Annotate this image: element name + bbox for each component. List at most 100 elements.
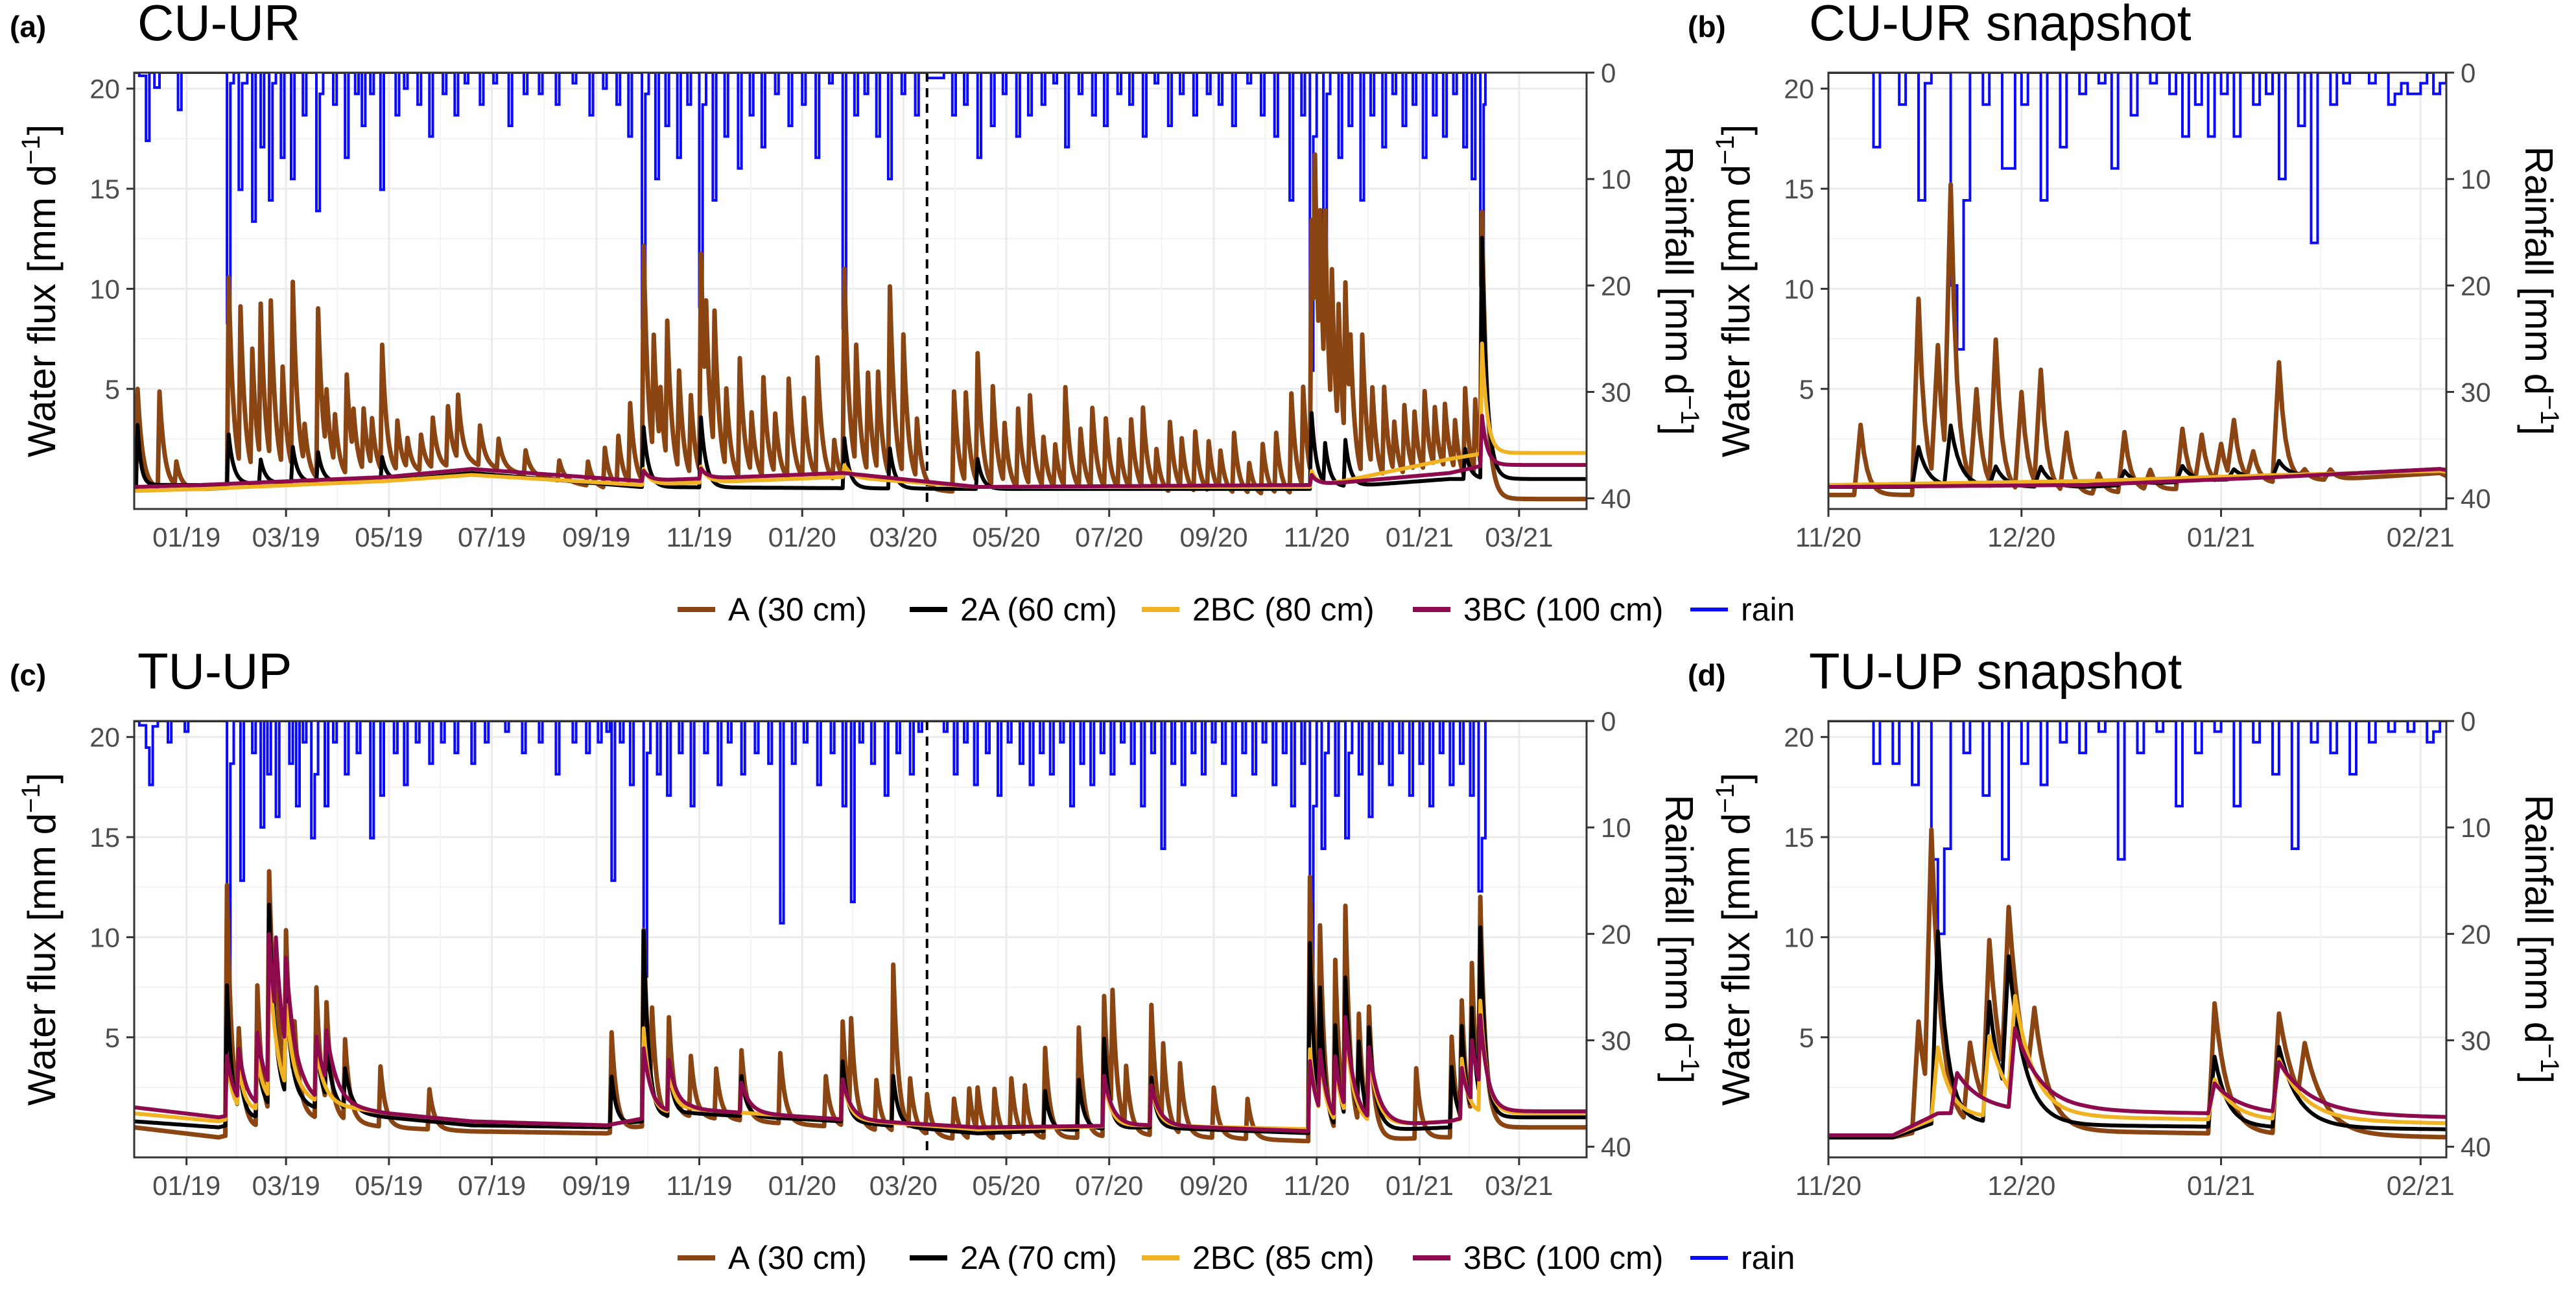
y2-tick-label: 30 xyxy=(1601,377,1631,407)
y-axis-title-close: ] xyxy=(20,773,64,784)
x-tick-label: 03/19 xyxy=(252,522,320,552)
y2-tick-label: 40 xyxy=(2461,484,2491,514)
y2-tick-label: 0 xyxy=(1601,58,1616,88)
y2-tick-label: 40 xyxy=(1601,484,1631,514)
y2-axis-title-text: Rainfall [mm d xyxy=(1657,795,1701,1043)
y2-axis-title-exponent: −1 xyxy=(2535,1043,2564,1073)
y2-tick-label: 20 xyxy=(1601,919,1631,949)
panel-d: (d) TU-UP snapshot 5 10 15 20 0 10 20 30 40 11/20 12… xyxy=(1688,643,2564,1201)
y2-axis-title-exponent: −1 xyxy=(2535,395,2564,425)
panel-border xyxy=(133,720,1588,1159)
series-line xyxy=(134,414,1587,489)
series-line xyxy=(1828,929,2446,1140)
y2-axis-title: Rainfall [mm d−1] xyxy=(1657,795,1704,1084)
legend: A (30 cm) 2A (60 cm) 2BC (80 cm) 3BC (100 c… xyxy=(678,591,1795,628)
y2-axis-title-close: ] xyxy=(1657,425,1701,436)
y2-axis-title-text: Rainfall [mm d xyxy=(2517,147,2560,395)
x-tick-label: 11/20 xyxy=(1284,1170,1350,1201)
x-tick-label: 07/20 xyxy=(1075,522,1143,552)
y2-tick-label: 20 xyxy=(2461,919,2491,949)
x-tick-label: 09/20 xyxy=(1179,522,1247,552)
y2-axis-title-text: Rainfall [mm d xyxy=(1657,147,1701,395)
legend: A (30 cm) 2A (70 cm) 2BC (85 cm) 3BC (100 c… xyxy=(678,1240,1795,1276)
rain-series xyxy=(1828,721,2446,936)
series-line xyxy=(1828,994,2446,1137)
y2-tick-label: 10 xyxy=(1601,812,1631,843)
legend-label: rain xyxy=(1741,1240,1795,1276)
y-axis-title-exponent: −1 xyxy=(1711,783,1740,813)
y2-tick-label: 0 xyxy=(2461,706,2476,737)
y2-axis-title-exponent: −1 xyxy=(1675,395,1704,425)
rain-series xyxy=(134,73,1487,372)
legend-label: 3BC (100 cm) xyxy=(1463,1240,1663,1276)
y2-axis-title: Rainfall [mm d−1] xyxy=(2517,147,2564,436)
x-tick-label: 03/20 xyxy=(869,522,938,552)
panel-title: TU-UP xyxy=(137,643,292,700)
x-tick-label: 12/20 xyxy=(1987,522,2055,552)
y-tick-label: 5 xyxy=(1799,374,1814,405)
x-tick-label: 01/19 xyxy=(152,1170,220,1201)
y-axis-title: Water flux [mm d−1] xyxy=(1711,124,1758,457)
y-tick-label: 10 xyxy=(89,922,120,952)
y2-axis-title-exponent: −1 xyxy=(1675,1043,1704,1073)
x-tick-label: 09/20 xyxy=(1179,1170,1247,1201)
y-axis-title: Water flux [mm d−1] xyxy=(17,124,64,457)
panel-tag: (b) xyxy=(1688,10,1726,43)
y-axis-title-text: Water flux [mm d xyxy=(20,813,64,1106)
y-axis-title-close: ] xyxy=(20,124,64,136)
y-axis-title-text: Water flux [mm d xyxy=(1714,813,1758,1106)
y-tick-label: 5 xyxy=(105,1023,120,1053)
y-axis-title: Water flux [mm d−1] xyxy=(17,773,64,1106)
y-tick-label: 20 xyxy=(1784,74,1814,104)
y2-tick-label: 30 xyxy=(1601,1025,1631,1056)
panel-border xyxy=(1827,720,2448,1159)
x-tick-label: 03/20 xyxy=(869,1170,938,1201)
panel-a: (a) CU-UR 5 10 15 20 0 10 20 30 40 01/19 03/19 05/19 0… xyxy=(10,0,1704,552)
y-tick-label: 20 xyxy=(1784,722,1814,753)
x-tick-label: 07/19 xyxy=(458,522,526,552)
y2-tick-label: 0 xyxy=(2461,58,2476,88)
panel-b: (b) CU-UR snapshot 5 10 15 20 0 10 20 30 40 11/20 12… xyxy=(1688,0,2564,552)
legend-label: 2A (70 cm) xyxy=(960,1240,1117,1276)
y2-tick-label: 10 xyxy=(1601,164,1631,195)
rain-series xyxy=(1828,73,2446,351)
series-line xyxy=(1828,827,2446,1140)
panel-border xyxy=(133,71,1588,510)
legend-label: 2BC (85 cm) xyxy=(1192,1240,1375,1276)
y-tick-label: 5 xyxy=(105,374,120,405)
y-axis-title-close: ] xyxy=(1714,124,1758,136)
legend-label: 2BC (80 cm) xyxy=(1192,591,1375,628)
y-tick-label: 10 xyxy=(1784,274,1814,304)
x-tick-label: 07/20 xyxy=(1075,1170,1143,1201)
x-tick-label: 12/20 xyxy=(1987,1170,2055,1201)
y2-axis-title: Rainfall [mm d−1] xyxy=(1657,147,1704,436)
x-tick-label: 07/19 xyxy=(458,1170,526,1201)
y2-axis-title-close: ] xyxy=(2517,425,2560,436)
x-tick-label: 05/19 xyxy=(355,1170,423,1201)
series-line xyxy=(1828,1026,2446,1137)
x-tick-label: 01/21 xyxy=(2187,1170,2255,1201)
series-line xyxy=(1828,467,2446,489)
y-axis-title-close: ] xyxy=(1714,773,1758,784)
x-tick-label: 05/20 xyxy=(972,522,1040,552)
y-axis-title-exponent: −1 xyxy=(17,783,45,813)
y2-tick-label: 40 xyxy=(2461,1132,2491,1163)
series-line xyxy=(134,932,1587,1133)
y2-tick-label: 10 xyxy=(2461,812,2491,843)
y-tick-label: 5 xyxy=(1799,1023,1814,1053)
panel-title: TU-UP snapshot xyxy=(1809,643,2182,700)
y2-tick-label: 40 xyxy=(1601,1132,1631,1163)
legend-label: 2A (60 cm) xyxy=(960,591,1117,628)
x-tick-label: 11/20 xyxy=(1795,1170,1861,1201)
legend-label: 3BC (100 cm) xyxy=(1463,591,1663,628)
panel-tag: (a) xyxy=(10,10,46,43)
legend-label: rain xyxy=(1741,591,1795,628)
x-tick-label: 01/21 xyxy=(1386,522,1454,552)
x-tick-label: 11/19 xyxy=(667,522,733,552)
x-tick-label: 11/19 xyxy=(667,1170,733,1201)
y-tick-label: 20 xyxy=(89,722,120,753)
x-tick-label: 11/20 xyxy=(1795,522,1861,552)
y-tick-label: 10 xyxy=(1784,922,1814,952)
panel-c: (c) TU-UP 5 10 15 20 0 10 20 30 40 01/19 03/19 05/19 0… xyxy=(10,643,1704,1201)
